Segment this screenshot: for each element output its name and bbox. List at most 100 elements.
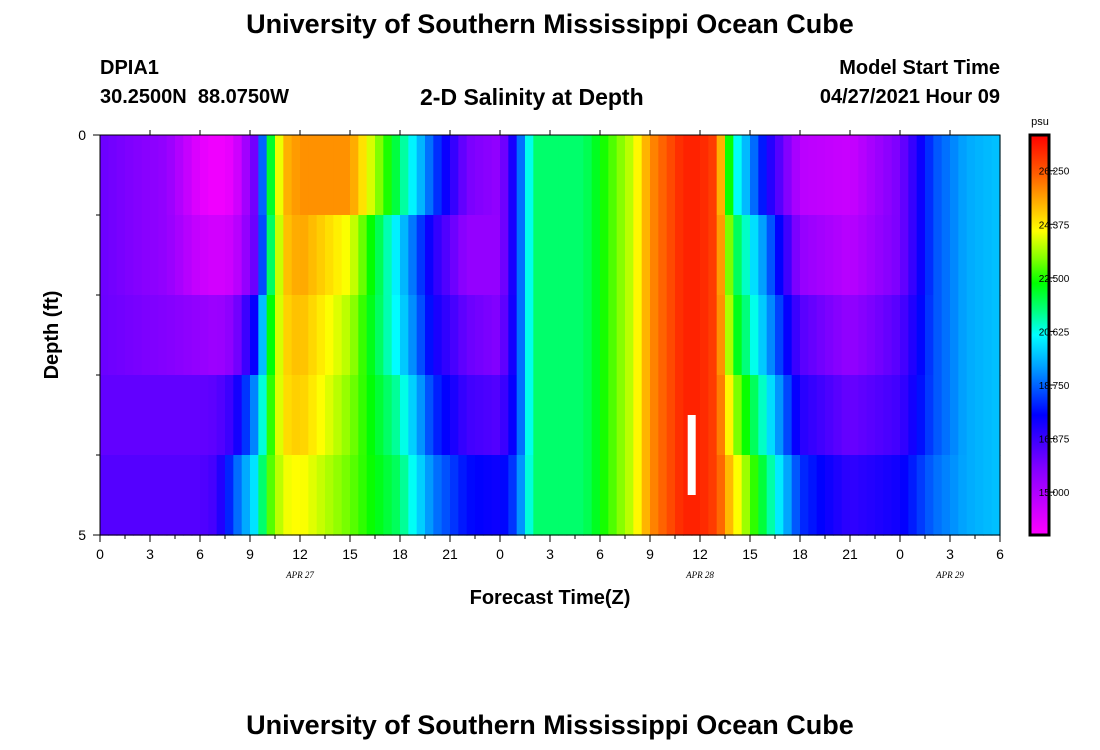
heatmap-cell bbox=[516, 375, 526, 456]
heatmap-cell bbox=[383, 455, 393, 536]
heatmap-cell bbox=[475, 295, 484, 376]
heatmap-cell bbox=[533, 375, 543, 456]
heatmap-cell bbox=[316, 375, 326, 456]
heatmap-cell bbox=[500, 295, 509, 376]
heatmap-cell bbox=[200, 135, 209, 216]
x-tick-label: 0 bbox=[896, 546, 904, 562]
heatmap-cell bbox=[941, 295, 951, 376]
heatmap-cell bbox=[608, 215, 618, 296]
heatmap-cell bbox=[100, 455, 109, 536]
heatmap-cell bbox=[775, 135, 784, 216]
heatmap-cell bbox=[841, 135, 851, 216]
heatmap-cell bbox=[583, 375, 593, 456]
heatmap-cell bbox=[691, 295, 701, 376]
heatmap-cell bbox=[550, 295, 559, 376]
heatmap-cell bbox=[500, 135, 509, 216]
heatmap-cell bbox=[350, 215, 359, 296]
heatmap-cell bbox=[783, 375, 793, 456]
heatmap-cell bbox=[358, 295, 368, 376]
heatmap-cell bbox=[200, 455, 209, 536]
heatmap-cell bbox=[783, 215, 793, 296]
heatmap-cell bbox=[825, 375, 834, 456]
heatmap-cell bbox=[600, 215, 609, 296]
heatmap-cell bbox=[183, 295, 193, 376]
heatmap-cell bbox=[908, 135, 918, 216]
heatmap-cell bbox=[408, 375, 418, 456]
heatmap-cell bbox=[358, 135, 368, 216]
heatmap-cell bbox=[600, 375, 609, 456]
heatmap-cell bbox=[375, 215, 384, 296]
heatmap-cell bbox=[433, 375, 443, 456]
heatmap-cell bbox=[841, 215, 851, 296]
heatmap-cell bbox=[450, 295, 459, 376]
heatmap-cell bbox=[983, 135, 993, 216]
heatmap-cell bbox=[175, 375, 184, 456]
heatmap-cell bbox=[100, 215, 109, 296]
heatmap-cell bbox=[100, 375, 109, 456]
heatmap-cell bbox=[516, 135, 526, 216]
heatmap-cell bbox=[625, 215, 634, 296]
heatmap-cell bbox=[125, 455, 134, 536]
heatmap-cell bbox=[416, 295, 426, 376]
heatmap-cell bbox=[458, 135, 468, 216]
heatmap-cell bbox=[175, 295, 184, 376]
heatmap-cell bbox=[133, 135, 143, 216]
heatmap-cell bbox=[783, 135, 793, 216]
x-tick-label: 6 bbox=[596, 546, 604, 562]
heatmap-cell bbox=[241, 135, 251, 216]
heatmap-cell bbox=[150, 135, 159, 216]
heatmap-cell bbox=[700, 295, 709, 376]
heatmap-cell bbox=[208, 375, 218, 456]
heatmap-cell bbox=[975, 295, 984, 376]
heatmap-cell bbox=[833, 215, 843, 296]
heatmap-cell bbox=[966, 135, 976, 216]
heatmap-cell bbox=[250, 215, 259, 296]
heatmap-cell bbox=[766, 455, 776, 536]
heatmap-cell bbox=[375, 135, 384, 216]
heatmap-cell bbox=[341, 295, 351, 376]
heatmap-cell bbox=[325, 135, 334, 216]
heatmap-cell bbox=[741, 455, 751, 536]
heatmap-cell bbox=[666, 295, 676, 376]
heatmap-cell bbox=[308, 295, 318, 376]
heatmap-cell bbox=[191, 455, 201, 536]
heatmap-cell bbox=[725, 215, 734, 296]
heatmap-cell bbox=[125, 215, 134, 296]
heatmap-cell bbox=[741, 215, 751, 296]
heatmap-cell bbox=[650, 215, 659, 296]
heatmap-cell bbox=[616, 455, 626, 536]
heatmap-cell bbox=[300, 215, 309, 296]
heatmap-cell bbox=[191, 295, 201, 376]
heatmap-cell bbox=[716, 295, 726, 376]
heatmap-cell bbox=[933, 375, 943, 456]
heatmap-cell bbox=[358, 215, 368, 296]
heatmap-cell bbox=[558, 375, 568, 456]
heatmap-cell bbox=[583, 455, 593, 536]
heatmap-cell bbox=[591, 455, 601, 536]
heatmap-cell bbox=[741, 375, 751, 456]
heatmap-cell bbox=[733, 375, 743, 456]
heatmap-cell bbox=[283, 215, 293, 296]
heatmap-cell bbox=[650, 135, 659, 216]
heatmap-cell bbox=[916, 135, 926, 216]
heatmap-cell bbox=[791, 135, 801, 216]
heatmap-cell bbox=[733, 455, 743, 536]
heatmap-cell bbox=[241, 295, 251, 376]
station-coordinates: 30.2500N 88.0750W bbox=[100, 86, 290, 108]
x-tick-label: 0 bbox=[496, 546, 504, 562]
heatmap-cell bbox=[658, 295, 668, 376]
heatmap-cell bbox=[808, 215, 818, 296]
x-tick-label: 9 bbox=[646, 546, 654, 562]
heatmap-cell bbox=[875, 295, 884, 376]
heatmap-cell bbox=[750, 455, 759, 536]
heatmap-cell bbox=[583, 215, 593, 296]
heatmap-cell bbox=[183, 135, 193, 216]
heatmap-cell bbox=[766, 135, 776, 216]
heatmap-cell bbox=[691, 135, 701, 216]
heatmap-cell bbox=[825, 295, 834, 376]
heatmap-cell bbox=[850, 295, 859, 376]
heatmap-cell bbox=[975, 455, 984, 536]
heatmap-cell bbox=[125, 135, 134, 216]
heatmap-cell bbox=[866, 215, 876, 296]
heatmap-cell bbox=[683, 215, 693, 296]
